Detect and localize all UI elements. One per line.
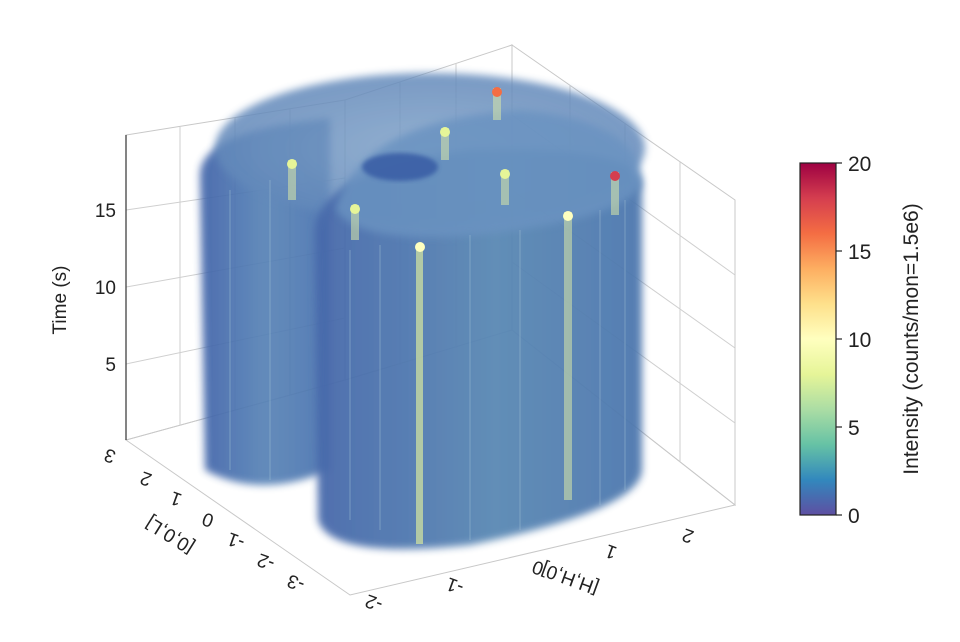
z-axis-title: Time (s)	[50, 266, 71, 335]
x-tick-label: -1	[444, 572, 467, 598]
streak-main-head	[415, 242, 425, 252]
z-tick-labels: 5 10 15	[95, 201, 116, 376]
z-tick-label: 15	[95, 201, 116, 222]
streak-glow	[564, 212, 572, 500]
streak-head	[610, 171, 620, 181]
y-tick-label: -2	[255, 548, 278, 574]
x-axis-title: [H,H,0]	[539, 558, 602, 598]
streak-head	[563, 211, 573, 221]
streak-head	[500, 169, 510, 179]
bright-streaks	[287, 87, 620, 544]
colorbar-tick-label: 15	[848, 241, 871, 264]
colorbar-tick-label: 5	[848, 417, 860, 440]
streak-head	[350, 204, 360, 214]
colorbar-tick-label: 20	[848, 153, 871, 176]
z-tick-label: 5	[105, 355, 116, 376]
x-tick-label: 2	[680, 523, 697, 546]
y-tick-labels: 3 2 1 0 -1 -2 -3	[102, 443, 308, 594]
colorbar: 20 15 10 5 0 Intensity (counts/mon=1.5e6…	[799, 153, 923, 528]
x-tick-label: 1	[603, 539, 620, 562]
streak-head	[492, 87, 502, 97]
y-tick-label: 0	[200, 507, 217, 530]
streak-glow	[441, 128, 449, 160]
intensity-volume	[200, 73, 645, 550]
y-tick-label: -3	[285, 569, 308, 595]
y-tick-label: 3	[102, 443, 119, 466]
x-tick-label: -2	[363, 589, 386, 615]
streak-glow	[351, 205, 359, 240]
streak-glow	[493, 88, 501, 120]
colorbar-title: Intensity (counts/mon=1.5e6)	[900, 203, 923, 474]
y-axis-title: [0,0,L]	[142, 512, 198, 558]
colorbar-gradient	[799, 162, 837, 516]
z-tick-label: 10	[95, 278, 116, 299]
streak-head	[440, 127, 450, 137]
streak-main	[416, 244, 423, 544]
streak-head	[287, 159, 297, 169]
colorbar-tick-label: 10	[848, 329, 871, 352]
colorbar-tick-label: 0	[848, 505, 860, 528]
streak-glow	[288, 160, 296, 200]
streak-glow	[501, 170, 509, 205]
y-tick-label: 2	[138, 466, 155, 489]
streak-glow	[611, 172, 619, 215]
y-tick-label: 1	[168, 486, 185, 509]
y-tick-label: -1	[225, 527, 248, 553]
